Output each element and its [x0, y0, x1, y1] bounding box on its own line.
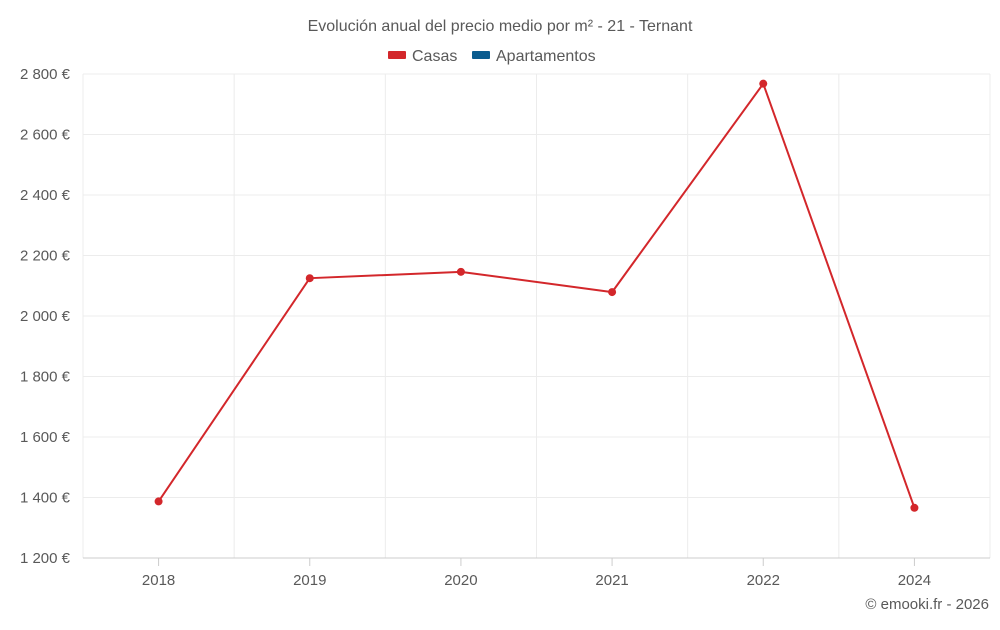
y-tick-label: 2 200 € [20, 248, 71, 265]
y-axis-tick-labels: 1 200 € 1 400 € 1 600 € 1 800 € 2 000 € 2 200… [20, 66, 71, 567]
y-tick-label: 1 400 € [20, 490, 71, 507]
y-tick-label: 1 200 € [20, 550, 71, 567]
credit-text: © emooki.fr - 2026 [865, 596, 989, 613]
y-tick-label: 1 600 € [20, 429, 71, 446]
y-tick-label: 1 800 € [20, 369, 71, 386]
x-tick-label: 2018 [142, 572, 175, 589]
series-line-casas [157, 82, 916, 509]
legend-label-casas: Casas [412, 48, 457, 65]
legend: Casas Apartamentos [388, 48, 596, 65]
series-layer [154, 79, 919, 512]
legend-swatch-casas [388, 51, 406, 59]
legend-item-apartamentos[interactable]: Apartamentos [472, 48, 596, 65]
data-point-casas-2019[interactable] [305, 274, 314, 283]
legend-item-casas[interactable]: Casas [388, 48, 457, 65]
x-tick-label: 2019 [293, 572, 326, 589]
legend-swatch-apartamentos [472, 51, 490, 59]
x-tick-label: 2022 [747, 572, 780, 589]
x-gridlines [82, 74, 991, 558]
chart-title: Evolución anual del precio medio por m² … [308, 18, 693, 35]
legend-label-apartamentos: Apartamentos [496, 48, 596, 65]
data-point-casas-2022[interactable] [759, 79, 768, 88]
x-tick-label: 2024 [898, 572, 931, 589]
x-tick-label: 2020 [444, 572, 477, 589]
y-tick-label: 2 800 € [20, 66, 71, 83]
series-casas [154, 79, 919, 512]
data-point-casas-2020[interactable] [456, 267, 465, 276]
data-point-casas-2024[interactable] [910, 503, 919, 512]
data-point-casas-2018[interactable] [154, 497, 163, 506]
y-tick-label: 2 600 € [20, 127, 71, 144]
data-point-casas-2021[interactable] [608, 288, 617, 297]
x-axis-tick-labels: 2018 2019 2020 2021 2022 2024 [142, 558, 931, 589]
y-tick-label: 2 400 € [20, 187, 71, 204]
x-tick-label: 2021 [595, 572, 628, 589]
y-tick-label: 2 000 € [20, 308, 71, 325]
